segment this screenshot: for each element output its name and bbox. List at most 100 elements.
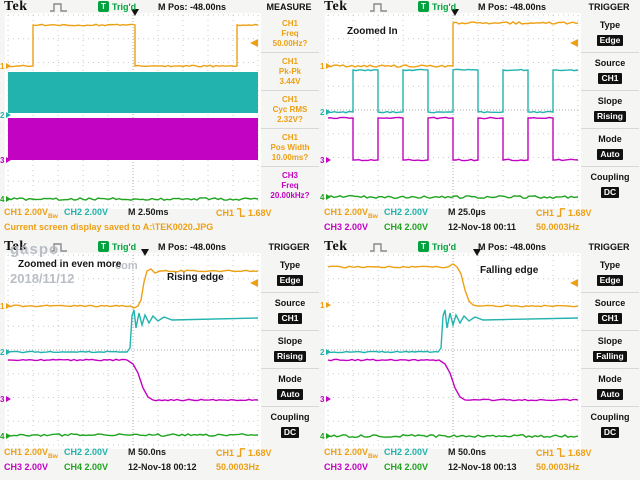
status-bar-row1: CH1 2.00VBw CH2 2.00V M 25.0µs CH1 1.68V xyxy=(320,207,640,221)
ch3-scale-readout: CH3 2.00V xyxy=(324,462,369,472)
measure-value: 3.44V xyxy=(279,77,301,86)
status-bar-row2: CH3 2.00V CH4 2.00V 12-Nov-18 00:11 50.0… xyxy=(320,222,640,236)
trigger-state-icon: T xyxy=(98,1,109,12)
trigger-menu-coupling[interactable]: Coupling DC xyxy=(270,412,310,438)
trigger-menu-slope[interactable]: Slope Rising xyxy=(581,91,639,129)
ch1-scale-readout: CH1 2.00VBw xyxy=(324,447,378,460)
trigger-menu-mode[interactable]: Mode Auto xyxy=(581,129,639,167)
svg-text:2: 2 xyxy=(0,111,5,120)
measure-item-2[interactable]: CH1 Pk-Pk 3.44V xyxy=(261,53,319,91)
measure-item-3[interactable]: CH1 Cyc RMS 2.32V? xyxy=(261,91,319,129)
svg-text:4: 4 xyxy=(320,193,325,202)
scope-capture-top-left: 1 2 3 4 Tek T Trig'd M Pos: -48.00ns MEASUR… xyxy=(0,0,320,240)
trigger-menu-mode[interactable]: Mode Auto xyxy=(261,369,319,407)
svg-text:4: 4 xyxy=(320,432,325,441)
status-bar-row1: CH1 2.00VBw CH2 2.00V M 50.0ns CH1 1.68V xyxy=(320,447,640,461)
menu-title: MEASURE xyxy=(266,2,312,12)
trigger-menu: Type Edge Source CH1 Slope Rising Mode A… xyxy=(581,15,639,205)
trigger-menu-slope[interactable]: Slope Falling xyxy=(581,331,639,369)
scope-capture-bottom-right: 1 2 3 4 Tek T Trig'd M Pos: -48.00ns TRIGGE… xyxy=(320,240,640,480)
horizontal-position-readout: M Pos: -48.00ns xyxy=(478,2,547,12)
trigger-readout: CH1 1.68V xyxy=(536,447,592,458)
svg-text:3: 3 xyxy=(0,156,5,165)
scope-capture-top-right: 1 2 3 4 Tek T Trig'd M Pos: -48.00ns TRIGGE… xyxy=(320,0,640,240)
trigger-readout: CH1 1.68V xyxy=(216,207,272,218)
svg-text:2: 2 xyxy=(0,348,5,357)
trigger-menu-source[interactable]: Source CH1 xyxy=(581,53,639,91)
trigger-state-icon: T xyxy=(98,241,109,252)
status-bar-row2: CH3 2.00V CH4 2.00V 12-Nov-18 00:12 50.0… xyxy=(0,462,320,476)
trigger-frequency-readout: 50.0003Hz xyxy=(216,462,260,472)
waveform-display: 1 2 3 4 xyxy=(320,249,581,449)
ch4-scale-readout: CH4 2.00V xyxy=(64,462,109,472)
ch2-scale-readout: CH2 2.00V xyxy=(384,207,429,217)
horizontal-position-readout: M Pos: -48.00ns xyxy=(158,242,227,252)
trigger-state-icon: T xyxy=(418,241,429,252)
ch2-scale-readout: CH2 2.00V xyxy=(64,207,109,217)
status-bar-row1: CH1 2.00VBw CH2 2.00V M 2.50ms CH1 1.68V xyxy=(0,207,320,221)
trigger-menu-type[interactable]: Type Edge xyxy=(581,255,639,293)
svg-text:1: 1 xyxy=(0,302,5,311)
datetime-readout: 12-Nov-18 00:11 xyxy=(448,222,517,232)
measure-item-5[interactable]: CH3 Freq 20.00kHz? xyxy=(261,167,319,205)
acquisition-pulse-icon xyxy=(370,243,387,252)
measure-source: CH1 xyxy=(281,19,298,28)
ch1-scale-readout: CH1 2.00VBw xyxy=(4,447,58,460)
trigger-menu-source[interactable]: Source CH1 xyxy=(261,293,319,331)
measure-value: 50.00Hz? xyxy=(272,39,308,48)
trigger-state-label: Trig'd xyxy=(112,2,137,12)
trigger-menu: Type Edge Source CH1 Slope Falling Mode … xyxy=(581,255,639,445)
timebase-readout: M 50.0ns xyxy=(448,447,487,457)
trigger-menu-coupling[interactable]: Coupling DC xyxy=(590,412,630,438)
trigger-menu-mode[interactable]: Mode Auto xyxy=(581,369,639,407)
datetime-readout: 12-Nov-18 00:13 xyxy=(448,462,517,472)
measure-type: Freq xyxy=(281,181,299,190)
timebase-readout: M 25.0µs xyxy=(448,207,486,217)
trigger-menu-type[interactable]: Type Edge xyxy=(581,15,639,53)
svg-text:1: 1 xyxy=(0,62,5,71)
datetime-readout: 12-Nov-18 00:12 xyxy=(128,462,197,472)
trigger-frequency-readout: 50.0003Hz xyxy=(536,462,580,472)
horizontal-position-readout: M Pos: -48.00ns xyxy=(158,2,227,12)
timebase-readout: M 2.50ms xyxy=(128,207,169,217)
trigger-menu-source[interactable]: Source CH1 xyxy=(581,293,639,331)
measure-type: Pos Width xyxy=(270,143,310,152)
trigger-state-label: Trig'd xyxy=(432,2,457,12)
ch4-scale-readout: CH4 2.00V xyxy=(384,222,429,232)
measure-value: 10.00ms? xyxy=(271,153,309,162)
tek-logo: Tek xyxy=(4,0,28,14)
menu-title: TRIGGER xyxy=(588,242,630,252)
scope-header: Tek T Trig'd M Pos: -48.00ns TRIGGER xyxy=(320,240,640,254)
svg-text:1: 1 xyxy=(320,301,325,310)
tek-logo: Tek xyxy=(324,0,348,14)
svg-text:3: 3 xyxy=(320,156,325,165)
trigger-menu-slope[interactable]: Slope Rising xyxy=(261,331,319,369)
trigger-readout: CH1 1.68V xyxy=(536,207,592,218)
tek-logo: Tek xyxy=(324,240,348,254)
ch3-scale-readout: CH3 2.00V xyxy=(324,222,369,232)
trigger-slope-rising-icon xyxy=(236,447,246,458)
measure-menu: CH1 Freq 50.00Hz? CH1 Pk-Pk 3.44V CH1 Cy… xyxy=(261,15,319,205)
save-status-message: Current screen display saved to A:\TEK00… xyxy=(4,222,214,232)
measure-source: CH1 xyxy=(281,95,298,104)
svg-text:1: 1 xyxy=(320,62,325,71)
trigger-menu-type[interactable]: Type Edge xyxy=(261,255,319,293)
measure-item-1[interactable]: CH1 Freq 50.00Hz? xyxy=(261,15,319,53)
scope-header: Tek T Trig'd M Pos: -48.00ns TRIGGER xyxy=(320,0,640,14)
ch4-scale-readout: CH4 2.00V xyxy=(384,462,429,472)
ch3-scale-readout: CH3 2.00V xyxy=(4,462,49,472)
trigger-menu: Type Edge Source CH1 Slope Rising Mode A… xyxy=(261,255,319,445)
ch2-scale-readout: CH2 2.00V xyxy=(384,447,429,457)
waveform-display: 1 2 3 4 xyxy=(320,9,581,209)
horizontal-position-readout: M Pos: -48.00ns xyxy=(478,242,547,252)
scope-header: Tek T Trig'd M Pos: -48.00ns TRIGGER xyxy=(0,240,320,254)
trigger-menu-coupling[interactable]: Coupling DC xyxy=(590,172,630,198)
measure-item-4[interactable]: CH1 Pos Width 10.00ms? xyxy=(261,129,319,167)
tek-logo: Tek xyxy=(4,240,28,254)
trigger-state-label: Trig'd xyxy=(112,242,137,252)
status-bar-row2: CH3 2.00V CH4 2.00V 12-Nov-18 00:13 50.0… xyxy=(320,462,640,476)
measure-type: Pk-Pk xyxy=(278,67,302,76)
status-bar-row2: Current screen display saved to A:\TEK00… xyxy=(0,222,320,236)
trigger-readout: CH1 1.68V xyxy=(216,447,272,458)
